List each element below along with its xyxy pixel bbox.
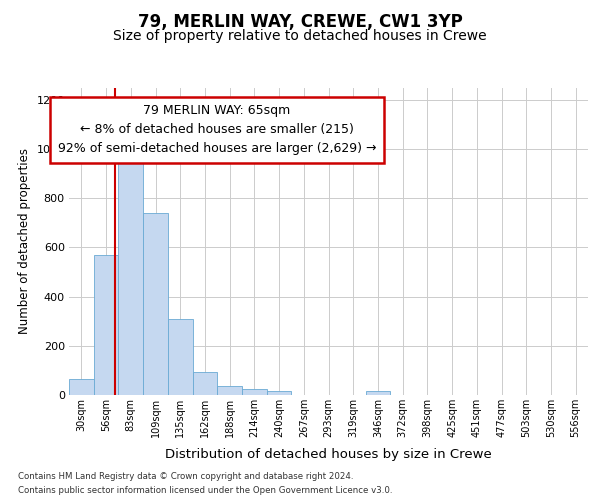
Text: 79 MERLIN WAY: 65sqm
← 8% of detached houses are smaller (215)
92% of semi-detac: 79 MERLIN WAY: 65sqm ← 8% of detached ho… [58, 104, 376, 156]
Bar [193, 372, 217, 395]
Bar [143, 213, 168, 395]
Bar [242, 389, 267, 395]
Text: Contains public sector information licensed under the Open Government Licence v3: Contains public sector information licen… [18, 486, 392, 495]
Y-axis label: Number of detached properties: Number of detached properties [18, 148, 31, 334]
Text: Contains HM Land Registry data © Crown copyright and database right 2024.: Contains HM Land Registry data © Crown c… [18, 472, 353, 481]
Bar [69, 379, 94, 395]
Bar [217, 386, 242, 395]
Text: 79, MERLIN WAY, CREWE, CW1 3YP: 79, MERLIN WAY, CREWE, CW1 3YP [137, 12, 463, 30]
Bar [118, 148, 143, 395]
X-axis label: Distribution of detached houses by size in Crewe: Distribution of detached houses by size … [165, 448, 492, 462]
Bar [94, 255, 118, 395]
Bar [365, 392, 390, 395]
Text: Size of property relative to detached houses in Crewe: Size of property relative to detached ho… [113, 29, 487, 43]
Bar [168, 318, 193, 395]
Bar [267, 392, 292, 395]
